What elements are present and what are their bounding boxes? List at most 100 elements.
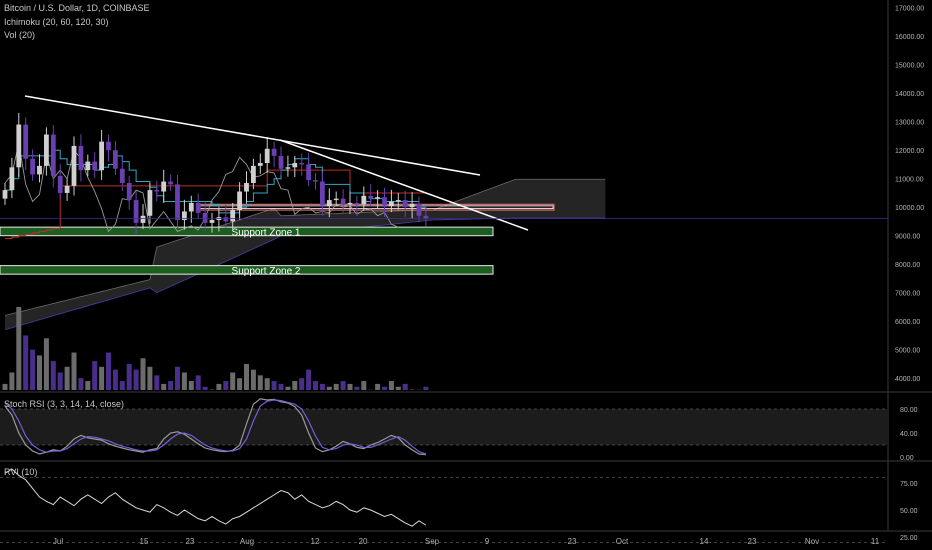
- volume-bar: [161, 383, 167, 390]
- volume-bar: [423, 386, 429, 390]
- volume-bar: [126, 363, 132, 390]
- volume-bar: [319, 383, 325, 390]
- candle-body: [57, 175, 63, 193]
- volume-bar: [23, 335, 29, 390]
- volume-bar: [326, 386, 332, 390]
- candle-body: [285, 167, 291, 169]
- volume-bar: [154, 375, 160, 390]
- candle-body: [368, 195, 374, 199]
- y-tick-label: 10000.00: [895, 205, 924, 212]
- candle-body: [292, 163, 298, 168]
- x-tick-label: 23: [186, 537, 195, 546]
- candle-body: [416, 203, 422, 216]
- volume-bar: [395, 386, 401, 390]
- volume-bar: [106, 352, 111, 390]
- volume-bar: [375, 383, 381, 390]
- volume-bar: [306, 369, 312, 390]
- candle-body: [78, 145, 84, 171]
- volume-bar: [354, 386, 360, 390]
- candle-body: [278, 155, 284, 169]
- volume-bar: [340, 381, 346, 390]
- volume-bar: [361, 381, 367, 390]
- stoch-tick-label: 80.00: [900, 407, 918, 414]
- volume-bar: [99, 366, 105, 390]
- stoch-tick-label: 0.00: [900, 455, 914, 462]
- rvi-line: [4, 468, 427, 527]
- volume-bar: [85, 381, 91, 390]
- candle-body: [71, 145, 77, 186]
- y-tick-label: 16000.00: [895, 34, 924, 41]
- x-tick-label: 20: [359, 537, 368, 546]
- candle-body: [271, 148, 277, 156]
- volume-bar: [388, 381, 394, 390]
- x-tick-label: Nov: [805, 537, 819, 546]
- candle-body: [409, 203, 415, 208]
- volume-legend: Vol (20): [4, 30, 36, 40]
- volume-bar: [2, 383, 8, 390]
- candle-body: [147, 190, 153, 216]
- volume-bar: [30, 349, 36, 390]
- candle-body: [99, 141, 104, 171]
- volume-bar: [264, 378, 270, 390]
- stoch-band: [0, 409, 888, 445]
- candle-body: [313, 180, 318, 182]
- volume-bar: [9, 372, 15, 390]
- candle-body: [251, 165, 256, 183]
- candle-body: [333, 198, 339, 201]
- support-zone-label: Support Zone 1: [232, 227, 301, 238]
- candle-body: [340, 198, 346, 205]
- candle-body: [306, 164, 311, 181]
- candle-body: [395, 200, 401, 202]
- candle-body: [244, 182, 249, 192]
- candle-body: [361, 195, 367, 205]
- stoch-tick-label: 40.00: [900, 431, 918, 438]
- y-tick-label: 15000.00: [895, 63, 924, 70]
- x-tick-label: 15: [140, 537, 149, 546]
- candle-body: [168, 181, 173, 185]
- volume-bar: [202, 386, 208, 390]
- support-zone: [0, 226, 494, 237]
- candle-body: [106, 141, 111, 151]
- volume-bar: [119, 381, 125, 390]
- x-tick-label: 11: [871, 537, 880, 546]
- volume-bar: [64, 366, 70, 390]
- candle-body: [113, 150, 118, 169]
- volume-bar: [382, 386, 387, 390]
- candle-body: [2, 190, 8, 199]
- volume-bar: [333, 383, 339, 390]
- volume-bar: [188, 381, 194, 390]
- candle-body: [354, 202, 360, 205]
- candle-body: [382, 197, 387, 206]
- rvi-legend: RVI (10): [4, 467, 38, 477]
- ichimoku-cloud: [5, 179, 606, 330]
- candle-body: [37, 165, 42, 175]
- candle-body: [182, 211, 187, 221]
- candle-body: [30, 158, 35, 175]
- volume-bar: [195, 375, 201, 390]
- volume-bar: [175, 366, 180, 390]
- volume-bar: [78, 378, 84, 390]
- volume-bar: [257, 375, 263, 390]
- volume-bar: [313, 381, 318, 390]
- volume-bar: [402, 383, 408, 390]
- candle-body: [209, 220, 215, 223]
- candle-body: [264, 148, 270, 164]
- x-tick-label: 9: [485, 537, 490, 546]
- y-tick-label: 9000.00: [895, 234, 920, 241]
- x-tick-label: 23: [748, 537, 757, 546]
- volume-bar: [299, 378, 305, 390]
- x-tick-label: Sep: [425, 537, 440, 546]
- candle-body: [9, 167, 15, 191]
- stoch-k-line: [4, 398, 426, 456]
- volume-bar: [168, 381, 174, 390]
- candle-body: [402, 200, 408, 208]
- candle-body: [320, 181, 325, 206]
- x-tick-label: 14: [700, 537, 709, 546]
- y-tick-label: 7000.00: [895, 291, 920, 298]
- candle-body: [389, 201, 394, 206]
- support-zone-label: Support Zone 2: [232, 266, 301, 277]
- x-tick-label: 12: [311, 537, 320, 546]
- candle-body: [64, 185, 70, 193]
